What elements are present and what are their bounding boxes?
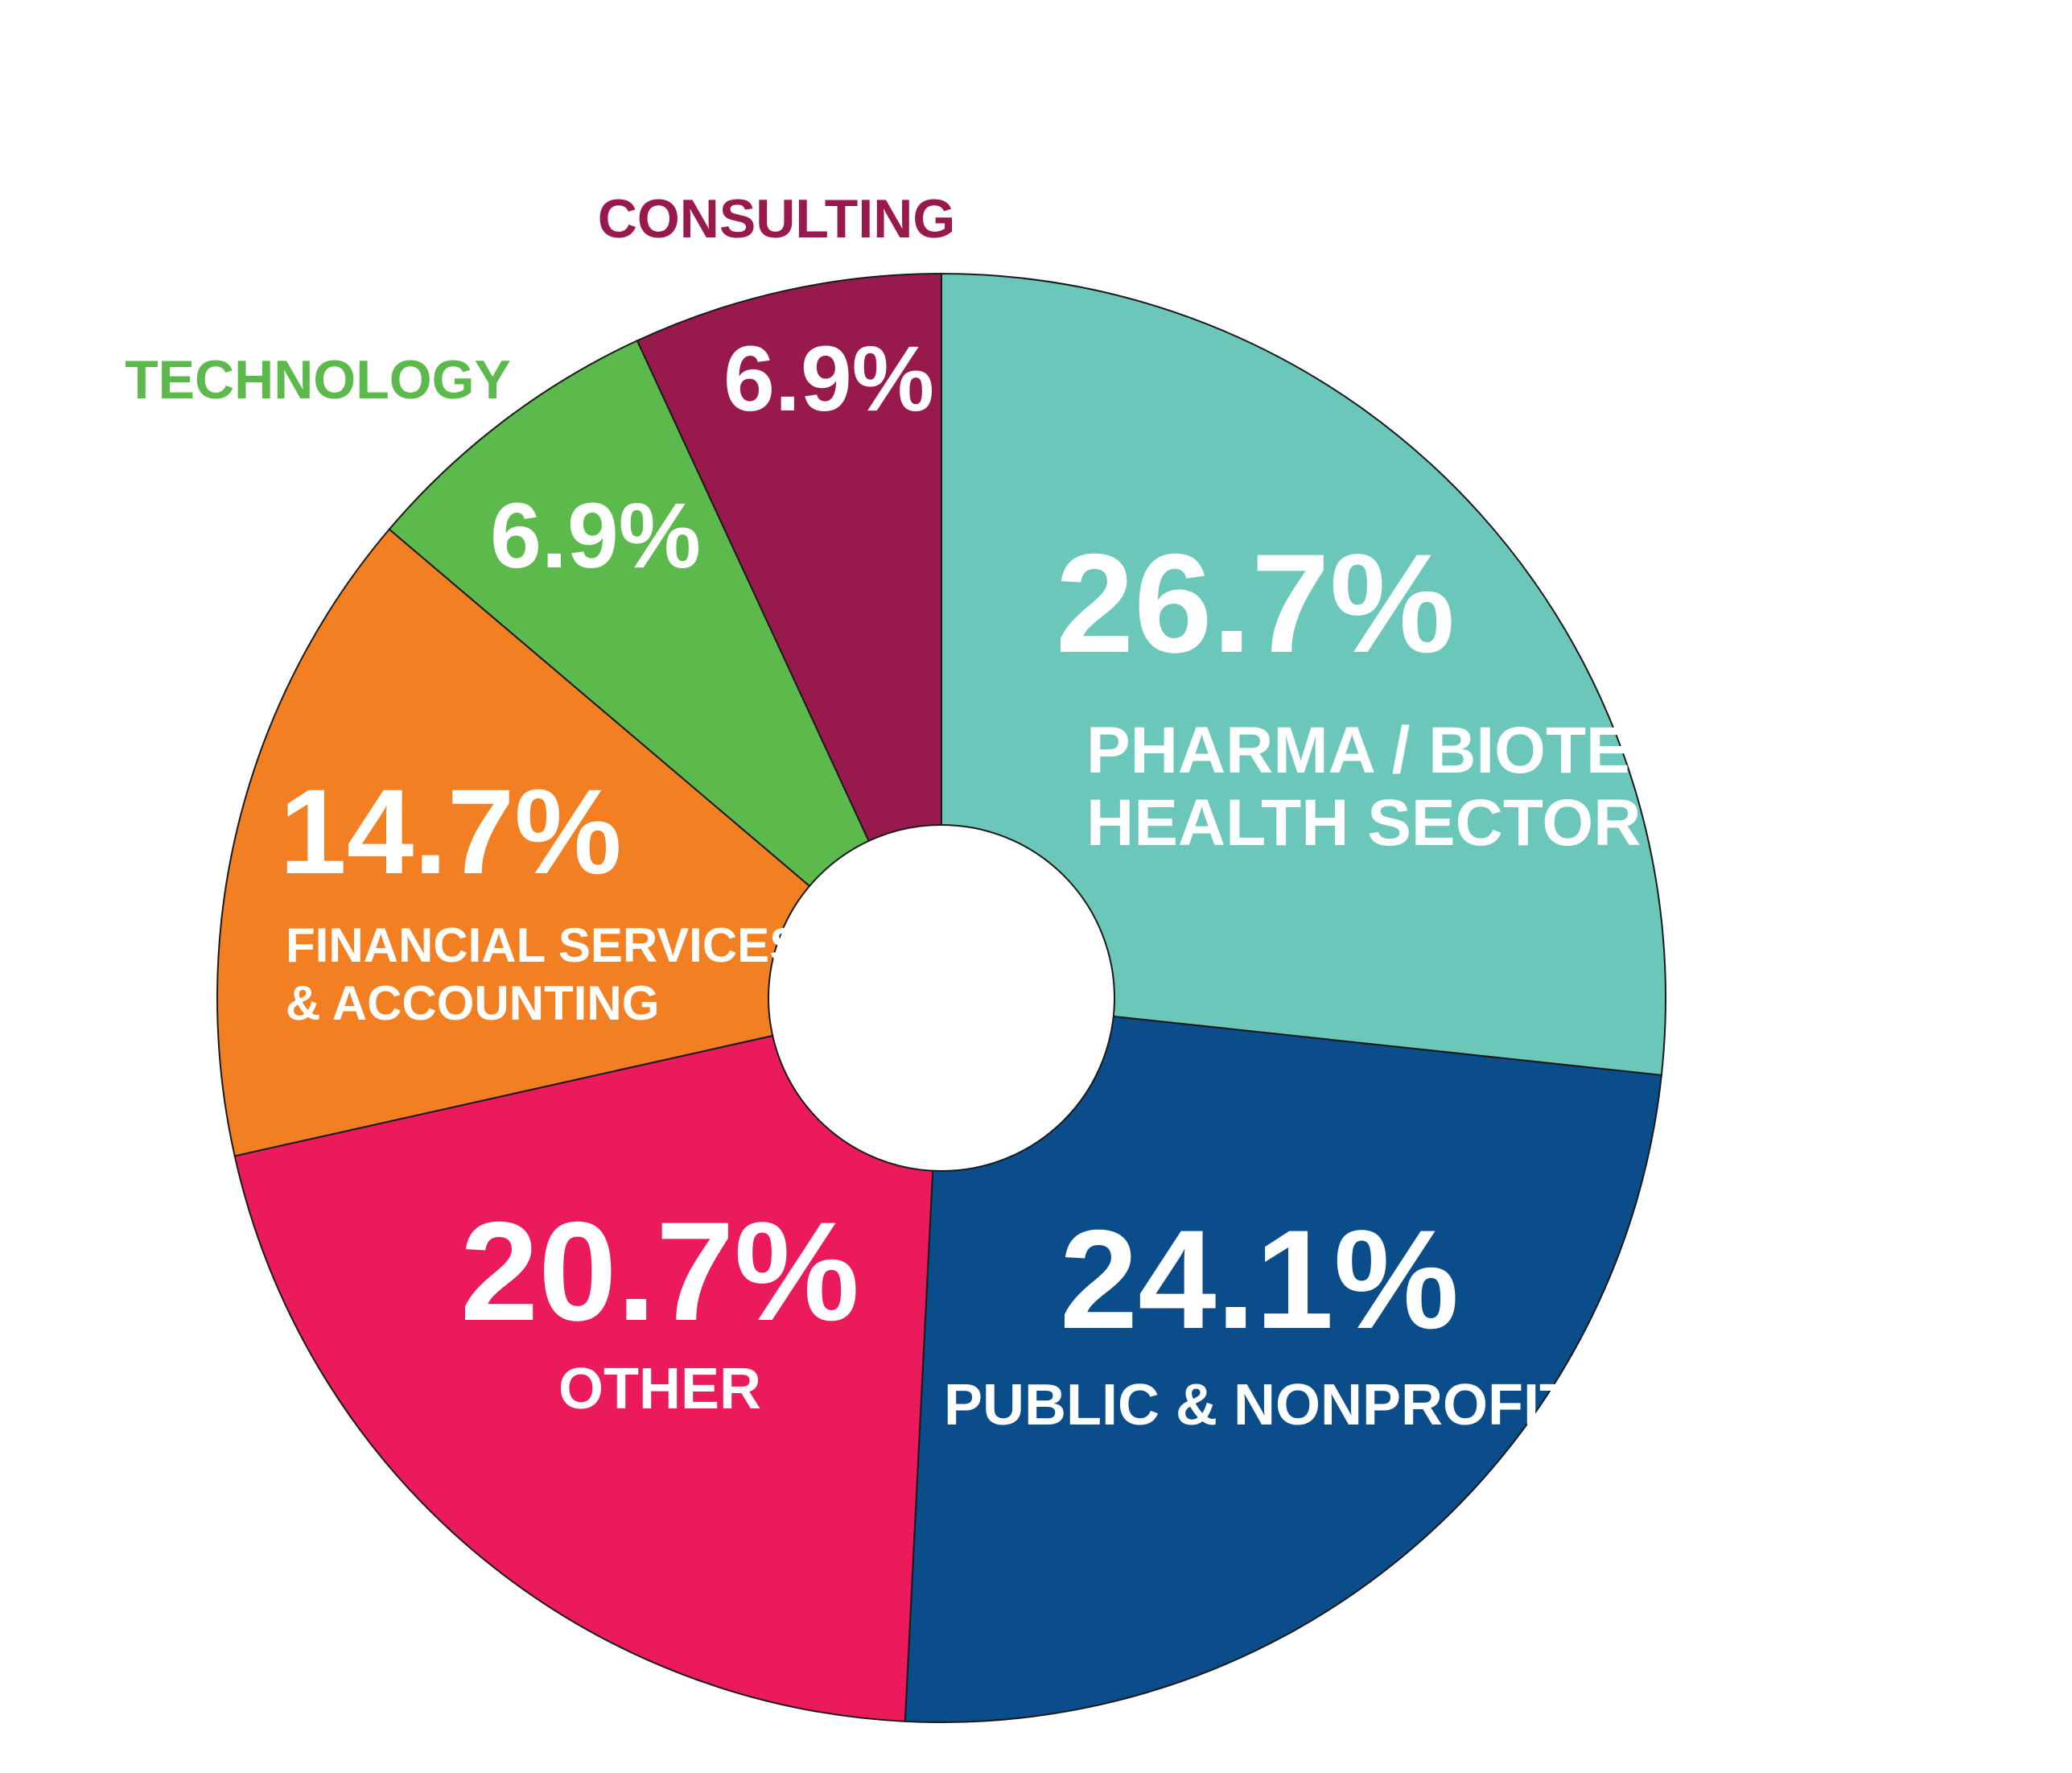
- donut-hole: [768, 824, 1115, 1172]
- pie-slice: [904, 996, 1662, 1723]
- slice-category-label: TECHNOLOGY: [125, 349, 511, 410]
- pie-slice: [636, 272, 942, 999]
- slice-category-label: PUBLIC & NONPROFIT: [944, 1373, 1575, 1437]
- pie-slice: [233, 996, 943, 1722]
- slice-value-label: 20.7%: [460, 1194, 859, 1350]
- pie-slice: [388, 339, 942, 999]
- pie-slice: [216, 528, 944, 1157]
- chart-labels: 26.7% PHARMA / BIOTECH / HEALTH SECTOR 24.1…: [125, 188, 1762, 1437]
- slice-category-label: CONSULTING: [598, 188, 956, 249]
- slice-value-label: 6.9%: [490, 484, 701, 588]
- slice-category-label: FINANCIAL SERVICES & ACCOUNTING: [286, 918, 801, 1030]
- pie-slice: [941, 272, 1666, 1077]
- chart-slices: [216, 272, 1666, 1723]
- slice-value-label: 14.7%: [279, 764, 621, 899]
- slice-value-label: 26.7%: [1056, 526, 1455, 682]
- slice-category-label: PHARMA / BIOTECH / HEALTH SECTOR: [1086, 714, 1762, 860]
- slice-value-label: 6.9%: [723, 328, 934, 431]
- slice-category-label: OTHER: [558, 1357, 761, 1421]
- slice-value-label: 24.1%: [1060, 1202, 1459, 1359]
